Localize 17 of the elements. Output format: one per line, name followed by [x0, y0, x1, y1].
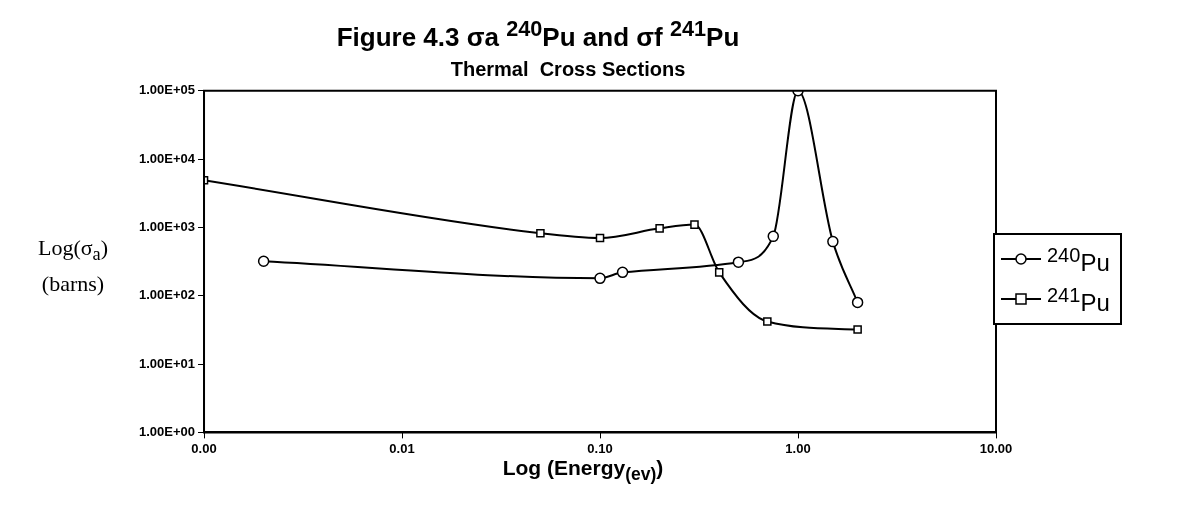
legend-label: $^{240}$Pu — [1047, 243, 1110, 278]
chart-title: Figure 4.3 σa $^{240}$Pu and σf $^{241}$Pu — [335, 16, 741, 53]
x-tick-label: 1.00 — [785, 440, 811, 456]
x-tick-label: 0.00 — [191, 440, 217, 456]
chart-subtitle: Thermal Cross Sections — [449, 58, 687, 81]
x-tick-label: 0.10 — [587, 440, 613, 456]
y-tick-label: 1.00E+03 — [138, 219, 196, 235]
x-axis-title: Log (Energy$_{(ev)}$) — [501, 456, 665, 486]
y-axis-title: Log(σ$_{a}$) (barns) — [36, 234, 110, 299]
y-tick-label: 1.00E+02 — [138, 287, 196, 303]
y-tick-label: 1.00E+04 — [138, 150, 196, 166]
x-tick-label: 0.01 — [389, 440, 415, 456]
x-tick-label: 10.00 — [979, 440, 1013, 456]
legend-label: $^{241}$Pu — [1047, 283, 1110, 318]
y-tick-label: 1.00E+01 — [138, 355, 196, 371]
y-tick-label: 1.00E+05 — [138, 82, 196, 98]
y-tick-label: 1.00E+00 — [138, 423, 196, 439]
